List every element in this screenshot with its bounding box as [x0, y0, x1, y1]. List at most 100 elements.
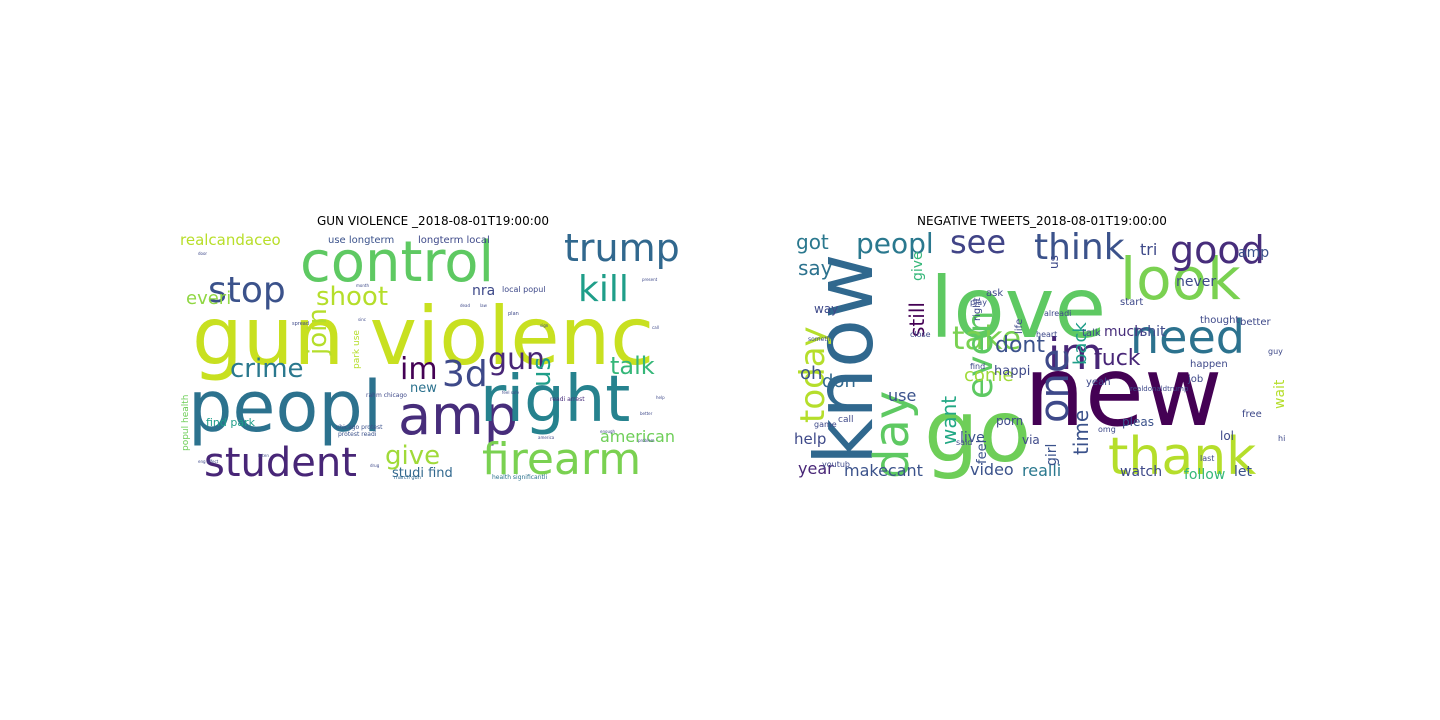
cloud-word: everi: [186, 288, 231, 309]
cloud-word: right: [480, 363, 630, 437]
cloud-word: call: [838, 415, 853, 425]
cloud-word: help: [794, 430, 826, 448]
cloud-word: last: [1200, 454, 1214, 463]
cloud-word: still: [905, 302, 929, 337]
cloud-word: much: [1104, 324, 1143, 340]
cloud-word: listen: [258, 453, 269, 458]
cloud-word: let: [1234, 464, 1253, 480]
cloud-word: fuck: [1094, 346, 1141, 371]
cloud-word: peopl: [188, 366, 382, 448]
cloud-word: love: [930, 259, 1106, 357]
cloud-word: follow: [1184, 467, 1225, 482]
cloud-word: thank: [1108, 427, 1256, 482]
cloud-word: tri: [1140, 240, 1157, 259]
cloud-word: call: [652, 325, 659, 330]
cloud-word: eng affect: [198, 459, 219, 464]
cloud-word: new: [410, 381, 437, 396]
panel-title-negative-tweets: NEGATIVE TWEETS_2018-08-01T19:00:00: [917, 214, 1167, 228]
cloud-word: longterm local: [418, 235, 490, 246]
cloud-word: life: [1014, 319, 1025, 334]
cloud-word: door: [198, 251, 207, 256]
cloud-word: feel: [975, 440, 990, 464]
cloud-word: take: [952, 319, 1021, 357]
cloud-word: use: [888, 386, 916, 405]
cloud-word: plan: [508, 311, 519, 317]
cloud-word: heart: [1036, 330, 1057, 339]
cloud-word: even: [960, 311, 1001, 399]
cloud-word: us: [1047, 255, 1061, 269]
cloud-word: watch: [1120, 464, 1162, 480]
cloud-word: ask: [986, 288, 1003, 299]
cloud-word: need: [1130, 310, 1245, 364]
cloud-word: studi find: [392, 466, 453, 481]
cloud-word: yeah: [1086, 377, 1111, 388]
cloud-word: time: [1069, 410, 1093, 455]
cloud-word: find: [970, 362, 985, 371]
cloud-word: lol: [1220, 429, 1234, 443]
cloud-word: hi: [1278, 434, 1285, 443]
cloud-word: rahm chicago: [366, 392, 407, 399]
cloud-word: stop: [208, 270, 286, 311]
cloud-word: know: [798, 254, 891, 465]
cloud-word: us: [527, 357, 557, 387]
cloud-word: got: [796, 230, 829, 254]
cloud-word: month: [356, 283, 369, 288]
cloud-word: realli: [1022, 461, 1061, 480]
cloud-word: don: [822, 371, 856, 392]
cloud-word: peopl: [856, 229, 934, 260]
cloud-word: makecant: [844, 461, 923, 480]
cloud-word: happi: [994, 364, 1030, 379]
cloud-word: go: [924, 382, 1031, 482]
cloud-word: someth: [808, 336, 831, 343]
cloud-word: control: [300, 230, 494, 295]
cloud-word: gun violenc: [192, 290, 654, 383]
cloud-word: dead: [460, 303, 470, 308]
cloud-word: look: [1120, 245, 1241, 313]
cloud-word: never: [1176, 274, 1216, 290]
cloud-word: porn: [996, 414, 1023, 428]
cloud-word: drug: [370, 463, 380, 468]
cloud-word: live: [960, 430, 985, 446]
cloud-word: give: [910, 251, 926, 281]
cloud-word: health significantli: [492, 474, 548, 481]
cloud-word: park use: [352, 330, 362, 369]
cloud-word: problem: [638, 438, 655, 443]
cloud-word: oh: [800, 363, 822, 384]
panel-title-gun-violence: GUN VIOLENCE _2018-08-01T19:00:00: [316, 214, 550, 228]
cloud-word: girl: [1044, 444, 1060, 466]
cloud-word: realcandaceo: [180, 231, 281, 249]
cloud-word: start: [1120, 297, 1143, 308]
cloud-word: america: [538, 435, 555, 440]
cloud-word: pleas: [1122, 415, 1154, 429]
cloud-word: new: [1024, 336, 1222, 448]
cloud-word: popul health: [181, 395, 191, 452]
cloud-word: day: [864, 391, 920, 479]
cloud-word: shoot: [316, 282, 388, 312]
cloud-word: today: [793, 326, 833, 423]
cloud-word: find park: [206, 416, 256, 429]
cloud-word: im: [400, 352, 438, 387]
cloud-word: think: [1034, 229, 1125, 268]
cloud-word: enough: [600, 429, 616, 434]
cloud-word: im: [1048, 329, 1103, 380]
cloud-word: good: [1170, 229, 1265, 272]
cloud-word: better: [1240, 317, 1271, 328]
cloud-word: back: [1070, 322, 1091, 365]
cloud-word: shit: [1140, 324, 1166, 340]
cloud-word: game: [814, 420, 837, 429]
cloud-word: want: [937, 396, 961, 445]
cloud-word: alreadi: [1044, 309, 1071, 318]
cloud-word: better: [640, 411, 653, 416]
cloud-word: close: [910, 330, 931, 339]
cloud-word: spread: [292, 321, 309, 327]
cloud-word: via: [1022, 433, 1040, 447]
cloud-word: come: [964, 365, 1014, 386]
cloud-word: talk: [610, 352, 655, 380]
cloud-word: wait: [1272, 379, 1288, 409]
cloud-word: trump: [564, 229, 680, 270]
cloud-word: help: [656, 395, 665, 400]
cloud-word: happen: [1190, 359, 1228, 370]
